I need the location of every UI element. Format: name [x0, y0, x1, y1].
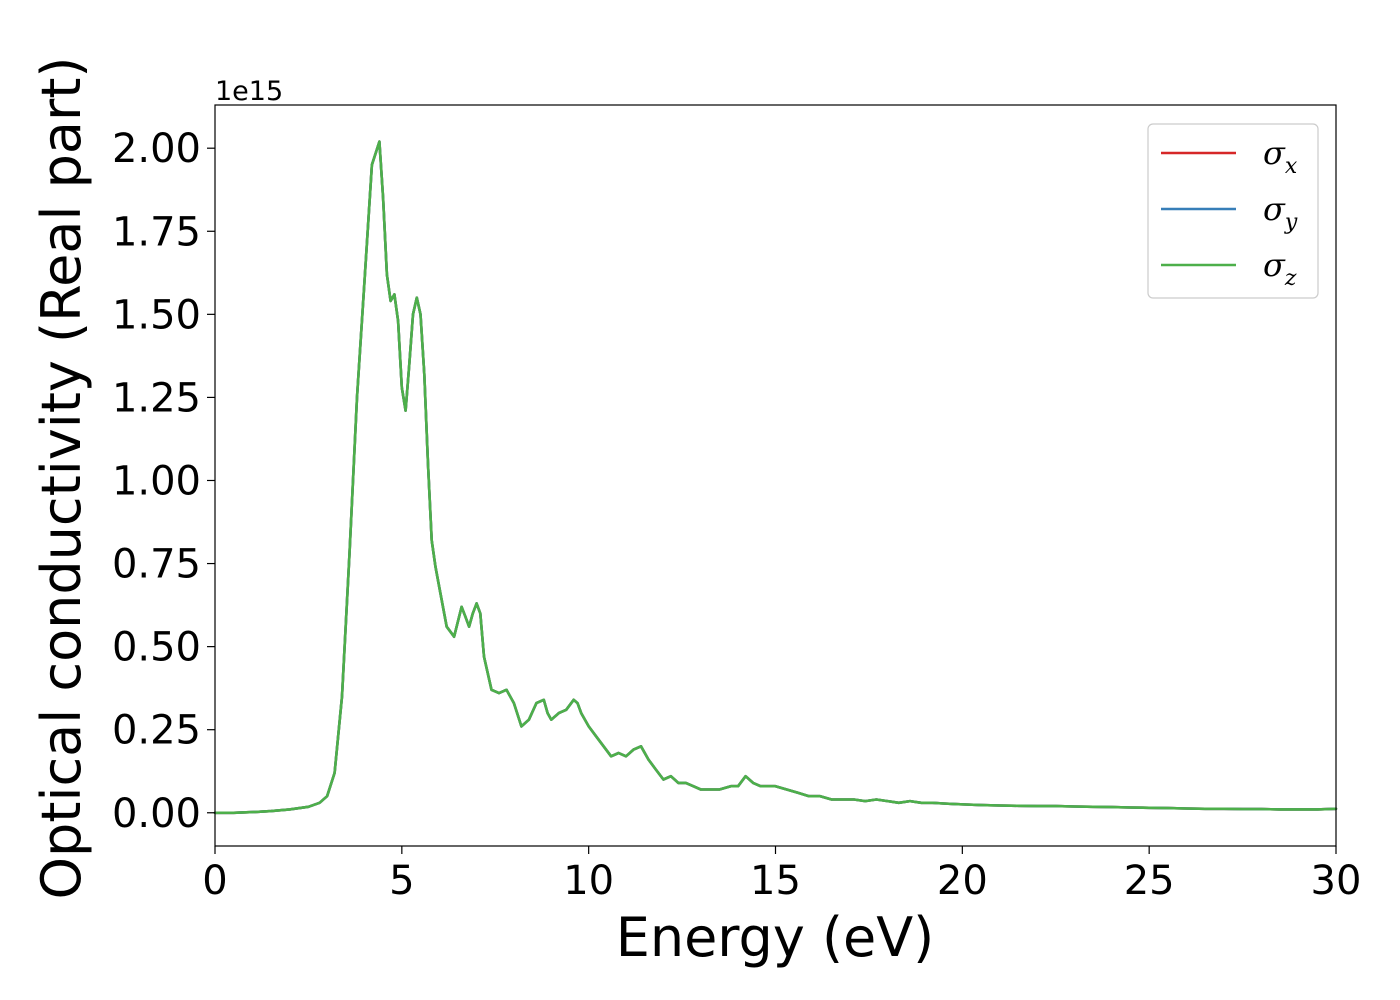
x-axis-label: Energy (eV) — [616, 906, 935, 969]
y-tick-label: 1.50 — [112, 292, 201, 338]
legend-label-z: σz — [1263, 246, 1297, 291]
legend-label-subscript: z — [1284, 266, 1297, 291]
legend-box — [1147, 123, 1319, 299]
series-line-z — [213, 140, 1338, 815]
series-layer — [213, 140, 1338, 815]
legend-label-y: σy — [1263, 190, 1298, 235]
legend-label-x: σx — [1263, 134, 1298, 179]
y-tick-label: 0.75 — [112, 542, 201, 588]
x-tick-label: 0 — [202, 858, 227, 904]
x-tick-label: 20 — [937, 858, 988, 904]
x-tick-label: 5 — [389, 858, 414, 904]
x-tick-label: 15 — [750, 858, 801, 904]
y-tick-label: 0.50 — [112, 625, 201, 671]
legend-label-subscript: y — [1284, 210, 1298, 235]
y-tick-label: 1.25 — [112, 375, 201, 421]
y-offset-text: 1e15 — [215, 76, 283, 107]
x-tick-label: 30 — [1311, 858, 1362, 904]
y-tick-label: 1.00 — [112, 458, 201, 504]
y-axis-label: Optical conductivity (Real part) — [30, 57, 93, 900]
y-tick-label: 0.25 — [112, 708, 201, 754]
y-tick-label: 2.00 — [112, 126, 201, 172]
x-axis: 0 5 10 15 20 25 30 — [202, 846, 1361, 904]
y-tick-label: 0.00 — [112, 791, 201, 837]
y-tick-label: 1.75 — [112, 209, 201, 255]
legend-label-base: σ — [1263, 190, 1286, 228]
legend-label-subscript: x — [1285, 154, 1298, 179]
legend-label-base: σ — [1263, 134, 1286, 172]
x-tick-label: 10 — [563, 858, 614, 904]
x-tick-label: 25 — [1124, 858, 1175, 904]
y-axis: 0.00 0.25 0.50 0.75 1.00 1.25 1.50 1.75 2.00 — [112, 126, 215, 837]
legend-label-base: σ — [1263, 246, 1286, 284]
